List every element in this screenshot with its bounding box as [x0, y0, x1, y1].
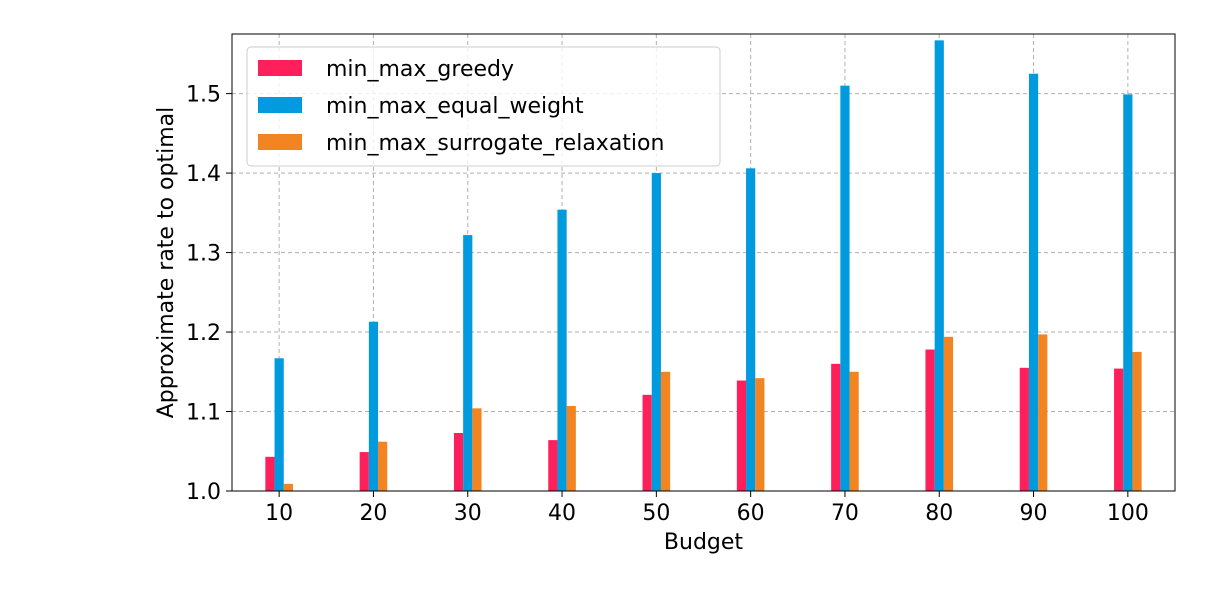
- legend-items: min_max_greedy min_max_equal_weight min_ma…: [258, 57, 664, 156]
- bar-min-max-greedy-80: [925, 349, 935, 491]
- y-tick-label: 1.5: [186, 83, 221, 108]
- x-tick-label: 70: [831, 501, 859, 526]
- bar-min-max-surrogate-relaxation-20: [378, 441, 388, 491]
- x-tick-label: 40: [548, 501, 576, 526]
- y-tick-label: 1.4: [186, 162, 221, 187]
- bar-min-max-greedy-10: [265, 456, 275, 491]
- bar-min-max-equal-weight-20: [368, 321, 379, 491]
- legend-swatch-min-max-equal-weight: [258, 97, 302, 113]
- bar-min-max-equal-weight-30: [463, 235, 473, 491]
- bar-min-max-surrogate-relaxation-70: [849, 371, 859, 491]
- x-tick-label: 60: [737, 501, 765, 526]
- bar-min-max-surrogate-relaxation-80: [943, 336, 954, 491]
- bar-min-max-greedy-60: [736, 380, 747, 491]
- bar-min-max-equal-weight-100: [1123, 94, 1133, 492]
- y-tick-label: 1.3: [186, 242, 221, 267]
- bar-min-max-greedy-40: [548, 440, 558, 491]
- bar-min-max-surrogate-relaxation-30: [472, 408, 482, 491]
- bar-min-max-surrogate-relaxation-40: [566, 405, 576, 491]
- legend-label-min-max-equal-weight: min_max_equal_weight: [326, 94, 584, 119]
- bar-min-max-equal-weight-90: [1028, 73, 1039, 492]
- legend-label-min-max-greedy: min_max_greedy: [326, 57, 514, 82]
- legend: min_max_greedy min_max_equal_weight min_ma…: [246, 46, 721, 167]
- bar-min-max-greedy-50: [642, 394, 652, 491]
- bar-min-max-surrogate-relaxation-100: [1132, 351, 1142, 491]
- bar-min-max-equal-weight-10: [274, 358, 284, 491]
- x-tick-label: 20: [359, 501, 387, 526]
- bar-min-max-surrogate-relaxation-60: [755, 378, 765, 491]
- x-tick-label: 80: [925, 501, 953, 526]
- bar-min-max-equal-weight-70: [840, 85, 850, 491]
- x-tick-label: 100: [1107, 501, 1149, 526]
- bar-min-max-surrogate-relaxation-50: [660, 371, 671, 491]
- bar-min-max-equal-weight-60: [746, 168, 756, 491]
- x-tick-label: 30: [454, 501, 482, 526]
- bar-min-max-greedy-30: [453, 432, 464, 491]
- bar-min-max-surrogate-relaxation-10: [283, 483, 293, 491]
- bar-min-max-greedy-70: [831, 363, 841, 491]
- bar-min-max-greedy-20: [359, 452, 369, 491]
- y-tick-label: 1.0: [186, 480, 221, 505]
- x-tick-label: 50: [642, 501, 670, 526]
- y-tick-label: 1.1: [186, 401, 221, 426]
- x-tick-label: 10: [265, 501, 293, 526]
- bar-min-max-greedy-90: [1019, 367, 1029, 491]
- bar-min-max-equal-weight-40: [557, 209, 567, 491]
- bar-min-max-equal-weight-50: [651, 173, 661, 491]
- axis-ticks: 10 20 30 40 50 60 70 80 90 100 1.0 1.1 1.2 1.3 1.4 1.5: [186, 83, 1149, 526]
- y-axis-label: Approximate rate to optimal: [154, 107, 179, 418]
- x-axis-label: Budget: [664, 530, 744, 555]
- legend-label-min-max-surrogate-relaxation: min_max_surrogate_relaxation: [326, 131, 664, 156]
- y-tick-label: 1.2: [186, 321, 221, 346]
- bar-min-max-equal-weight-80: [934, 40, 944, 492]
- legend-swatch-min-max-surrogate-relaxation: [258, 134, 302, 150]
- legend-box: [246, 46, 721, 167]
- x-tick-label: 90: [1020, 501, 1048, 526]
- legend-swatch-min-max-greedy: [258, 60, 302, 76]
- bars: [265, 40, 1142, 492]
- bar-min-max-surrogate-relaxation-90: [1038, 334, 1048, 491]
- bar-min-max-greedy-100: [1114, 368, 1124, 491]
- plot-frame: [231, 33, 1176, 492]
